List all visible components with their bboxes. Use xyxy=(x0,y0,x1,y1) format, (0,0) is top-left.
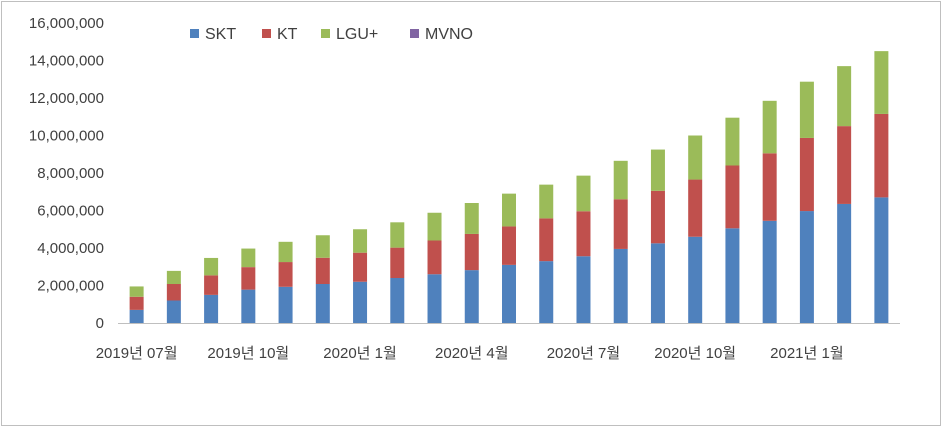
legend-label-lgu: LGU+ xyxy=(336,26,378,43)
bar-kt-20 xyxy=(874,113,889,198)
x-tick-label: 2020년 4월 xyxy=(435,345,508,362)
bar-skt-12 xyxy=(576,256,591,323)
legend: SKT KT LGU+ MVNO xyxy=(190,26,473,43)
bar-lgu-7 xyxy=(390,222,405,248)
bar-kt-2 xyxy=(204,275,219,295)
y-tick-label: 4,000,000 xyxy=(37,240,104,257)
bar-lgu-1 xyxy=(166,270,181,285)
bar-lgu-2 xyxy=(204,257,219,276)
bar-lgu-19 xyxy=(837,66,852,127)
bar-kt-9 xyxy=(464,233,479,271)
bar-skt-9 xyxy=(464,270,479,324)
bar-lgu-11 xyxy=(539,184,554,219)
bar-skt-0 xyxy=(129,309,144,324)
bar-skt-6 xyxy=(353,281,368,323)
bar-kt-13 xyxy=(613,199,628,249)
x-tick-label: 2019년 07월 xyxy=(96,345,178,362)
bar-lgu-13 xyxy=(613,160,628,200)
legend-label-kt: KT xyxy=(277,26,298,43)
bar-skt-11 xyxy=(539,261,554,324)
bar-kt-6 xyxy=(353,252,368,282)
y-tick-label: 12,000,000 xyxy=(29,90,104,107)
legend-swatch-kt xyxy=(262,29,271,38)
bars xyxy=(129,51,889,324)
x-tick-label: 2019년 10월 xyxy=(207,345,289,362)
bar-kt-1 xyxy=(166,284,181,301)
bar-skt-20 xyxy=(874,197,889,324)
legend-label-skt: SKT xyxy=(205,26,236,43)
bar-lgu-10 xyxy=(502,193,516,227)
y-axis: 0 2,000,000 4,000,000 6,000,000 8,000,000 10,… xyxy=(29,15,104,332)
bar-skt-10 xyxy=(502,264,516,324)
bar-skt-5 xyxy=(315,284,330,323)
y-tick-label: 6,000,000 xyxy=(37,203,104,220)
bar-lgu-17 xyxy=(762,100,777,154)
bar-kt-18 xyxy=(799,137,814,212)
bar-skt-14 xyxy=(650,243,665,323)
bar-kt-11 xyxy=(539,218,554,262)
bar-lgu-15 xyxy=(688,135,703,180)
bar-lgu-18 xyxy=(799,81,814,138)
bar-skt-4 xyxy=(278,286,293,323)
bar-lgu-20 xyxy=(874,51,889,114)
bar-kt-14 xyxy=(650,190,665,244)
bar-kt-15 xyxy=(688,179,703,237)
bar-lgu-6 xyxy=(353,229,368,253)
x-tick-label: 2020년 7월 xyxy=(547,345,620,362)
bar-skt-2 xyxy=(204,294,219,324)
bar-lgu-14 xyxy=(650,149,665,191)
bar-skt-18 xyxy=(799,211,814,323)
bar-skt-3 xyxy=(241,289,256,324)
x-tick-label: 2020년 1월 xyxy=(323,345,396,362)
legend-swatch-skt xyxy=(190,29,199,38)
bar-kt-17 xyxy=(762,153,777,221)
legend-swatch-mvno xyxy=(410,29,419,38)
bar-skt-16 xyxy=(725,228,740,323)
bar-lgu-0 xyxy=(129,286,144,297)
x-tick-label: 2021년 1월 xyxy=(770,345,843,362)
bar-skt-8 xyxy=(427,274,442,323)
y-tick-label: 8,000,000 xyxy=(37,165,104,182)
bar-skt-7 xyxy=(390,278,405,323)
bar-lgu-5 xyxy=(315,235,330,258)
bar-kt-12 xyxy=(576,211,591,257)
bar-skt-13 xyxy=(613,248,628,323)
legend-swatch-lgu xyxy=(321,29,330,38)
x-tick-label: 2020년 10월 xyxy=(654,345,736,362)
y-tick-label: 14,000,000 xyxy=(29,53,104,70)
bar-kt-7 xyxy=(390,247,405,279)
bar-kt-8 xyxy=(427,240,442,275)
y-tick-label: 16,000,000 xyxy=(29,15,104,32)
bar-kt-0 xyxy=(129,296,144,310)
bar-kt-10 xyxy=(502,226,516,265)
bar-skt-15 xyxy=(688,236,703,323)
bar-kt-4 xyxy=(278,262,293,287)
bar-lgu-9 xyxy=(464,203,479,234)
bar-skt-1 xyxy=(166,300,181,323)
legend-label-mvno: MVNO xyxy=(425,26,473,43)
bar-kt-3 xyxy=(241,267,256,290)
bar-lgu-8 xyxy=(427,212,442,241)
bar-lgu-12 xyxy=(576,175,591,212)
x-axis: 2019년 07월 2019년 10월 2020년 1월 2020년 4월 2020년 … xyxy=(96,345,844,362)
bar-lgu-4 xyxy=(278,241,293,263)
bar-kt-5 xyxy=(315,257,330,284)
y-tick-label: 0 xyxy=(96,315,104,332)
y-tick-label: 2,000,000 xyxy=(37,278,104,295)
y-tick-label: 10,000,000 xyxy=(29,128,104,145)
bar-lgu-16 xyxy=(725,117,740,166)
bar-lgu-3 xyxy=(241,248,256,268)
bar-kt-16 xyxy=(725,165,740,229)
bar-skt-17 xyxy=(762,220,777,323)
bar-skt-19 xyxy=(837,203,852,323)
bar-kt-19 xyxy=(837,126,852,204)
